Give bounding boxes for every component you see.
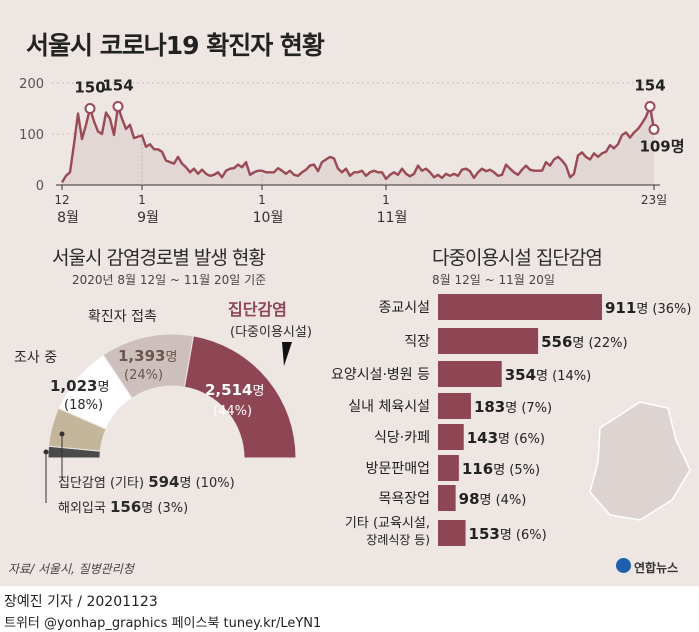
facility-bar [438,328,539,354]
facility-label: 방문판매업 [366,461,430,477]
bars-subtitle: 8월 12일 ~ 11월 20일 [432,273,555,287]
pct-contact: (24%) [124,368,164,383]
peak-marker [112,100,124,112]
x-tick-day: 23일 [641,193,667,207]
facility-bar [438,455,459,481]
facility-label: 요양시설·병원 등 [331,367,430,383]
donut-slice [183,335,297,459]
x-tick-month: 11월 [377,210,408,226]
seoul-map-icon [589,401,691,521]
peak-marker [644,100,656,112]
facility-label: 기타 (교육시설, [345,516,430,531]
x-tick-day: 12 [54,193,69,207]
x-tick-day: 1 [258,193,266,207]
donut-subtitle: 2020년 8월 12일 ~ 11월 20일 기준 [72,273,267,287]
infographic-card [0,0,699,586]
facility-label: 목욕장업 [378,491,430,507]
bars-title: 다중이용시설 집단감염 [432,247,603,269]
y-tick-label: 100 [19,128,44,143]
value-investigating: 1,023명 [50,377,110,395]
facility-bar-chart: 종교시설 911명 (36%) 직장 556명 (22%) 요양시설·병원 등 354명 … [331,294,691,547]
yonhap-logo-icon [616,558,631,573]
x-tick-day: 1 [382,193,390,207]
y-tick-label: 0 [36,179,44,194]
facility-value: 556명 (22%) [541,333,627,351]
facility-label: 직장 [404,334,430,350]
leader-dot [43,449,49,455]
source-note: 자료/ 서울시, 질병관리청 [8,562,134,576]
facility-value: 153명 (6%) [469,525,547,543]
facility-bar [438,294,602,320]
leader-dot [59,431,65,437]
donut-title: 서울시 감염경로별 발생 현황 [52,247,266,269]
pct-cluster-facility: (44%) [213,404,253,419]
value-cluster-facility: 2,514명 [205,381,265,399]
peak-marker [84,103,96,114]
facility-bar [438,520,466,546]
peak-label: 109명 [639,137,684,155]
label-contact: 확진자 접촉 [88,309,157,325]
facility-label: 실내 체육시설 [348,399,430,415]
y-tick-label: 200 [19,77,44,92]
facility-value: 143명 (6%) [467,429,545,447]
yonhap-logo-text: 연합뉴스 [634,561,679,575]
facility-value: 183명 (7%) [474,398,552,416]
peak-marker [648,123,660,135]
peak-label: 154 [634,76,665,94]
x-tick-month: 10월 [253,210,284,226]
label-investigating: 조사 중 [14,350,58,366]
x-tick-month: 9월 [137,210,159,226]
facility-bar [438,424,464,450]
page-title: 서울시 코로나19 확진자 현황 [26,31,325,60]
byline: 장예진 기자 / 20201123 [4,594,158,610]
peak-label: 150 [74,79,105,97]
facility-bar [438,485,456,511]
x-tick-day: 1 [138,193,146,207]
facility-value: 116명 (5%) [462,460,540,478]
label-cluster-other: 집단감염 (기타) 594명 (10%) [58,473,235,491]
pct-investigating: (18%) [64,398,104,413]
facility-label-line2: 장례식장 등) [366,533,430,547]
x-tick-month: 8월 [57,210,79,226]
facility-bar [438,361,502,387]
label-overseas: 해외입국 156명 (3%) [58,498,189,516]
facility-bar [438,393,471,419]
sublabel-cluster-facility: (다중이용시설) [230,325,312,340]
callout-pointer [282,342,292,366]
peak-label: 154 [102,76,133,94]
value-contact: 1,393명 [118,347,178,365]
facility-value: 911명 (36%) [605,299,691,317]
facility-label: 종교시설 [378,300,430,316]
label-cluster-facility: 집단감염 [228,300,287,319]
facility-label: 식당·카페 [374,430,430,446]
facility-value: 354명 (14%) [505,366,591,384]
series-line [60,105,656,184]
infection-routes-donut [43,333,297,503]
facility-value: 98명 (4%) [459,490,527,508]
social-links: 트위터 @yonhap_graphics 페이스북 tuney.kr/LeYN1 [4,616,322,631]
